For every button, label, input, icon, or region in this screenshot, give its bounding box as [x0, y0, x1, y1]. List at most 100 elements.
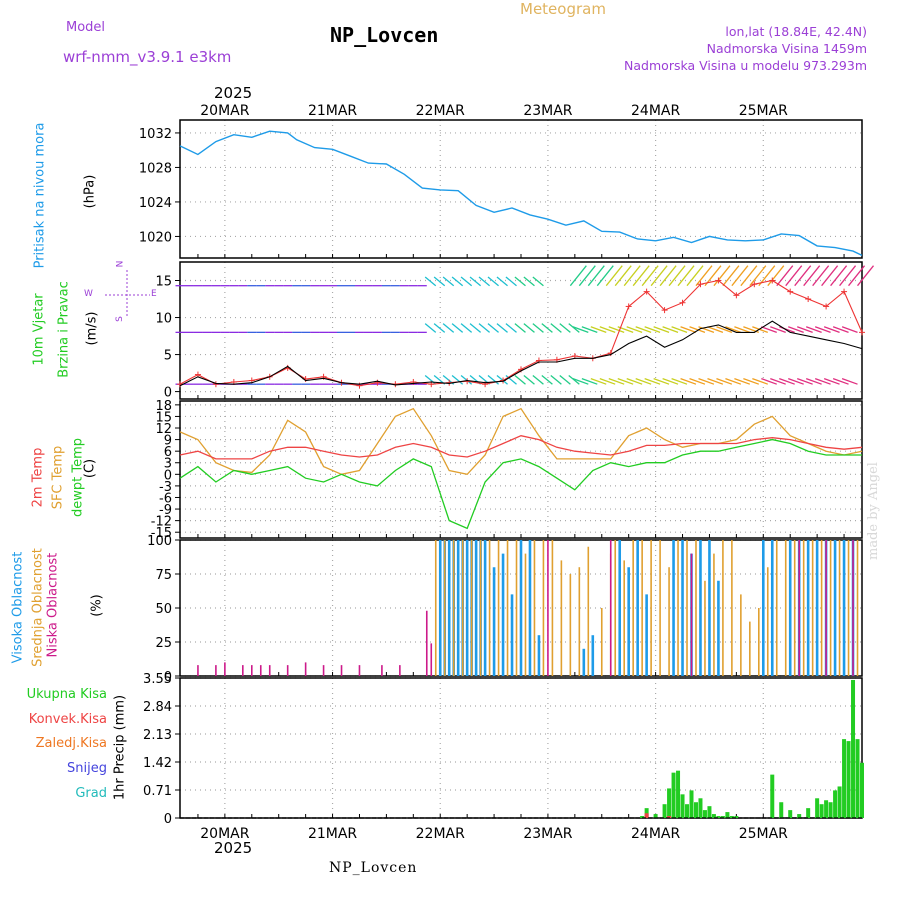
wind-arrow	[689, 326, 706, 333]
temp2m-line	[179, 435, 863, 460]
wind-arrow	[550, 374, 562, 385]
chart-title: NP_Lovcen	[330, 23, 439, 47]
date-label-top: 20MAR	[200, 103, 249, 119]
precip-bar	[671, 772, 676, 818]
y-tick-label: 12	[155, 422, 172, 437]
year-bottom: 2025	[214, 839, 253, 857]
wind-arrow	[478, 276, 491, 287]
y-tick-label: -12	[151, 515, 172, 530]
wind-arrow	[590, 326, 607, 333]
precip-bar	[851, 679, 856, 818]
wind-arrow	[814, 326, 831, 333]
wind-arrow	[641, 265, 659, 287]
precip-bar	[837, 786, 842, 818]
y-tick-label: 15	[155, 275, 172, 290]
wind-arrow	[722, 265, 740, 287]
wind-arrow	[725, 326, 742, 333]
wind-arrow	[568, 323, 580, 333]
precip-bar	[779, 802, 784, 818]
wind-arrow	[478, 323, 491, 333]
wind-arrow	[761, 326, 777, 333]
wind-arrow	[532, 276, 544, 287]
altitude-label: Nadmorska Visina 1459m	[706, 41, 867, 56]
wind-arrow	[496, 276, 508, 287]
precip-bar	[667, 788, 672, 818]
precip-bar	[846, 741, 851, 818]
precip-bar	[689, 790, 694, 818]
lonlat-label: lon,lat (18.84E, 42.4N)	[725, 24, 867, 39]
wind-arrow	[451, 323, 464, 333]
y-tick-label: 1028	[139, 161, 172, 176]
precip-bar	[707, 806, 712, 818]
y-tick-label: 25	[155, 636, 172, 651]
wind-arrow	[680, 326, 697, 333]
y-tick-label: 50	[155, 602, 172, 617]
wind-arrow	[617, 378, 634, 385]
y-tick-label: 1032	[139, 127, 172, 142]
wind-arrow	[608, 378, 625, 385]
wind-arrow	[788, 326, 804, 333]
y-tick-label: 0	[164, 670, 172, 685]
precip-bar	[815, 798, 820, 818]
wind-arrow	[794, 265, 812, 287]
wind-arrow	[689, 378, 706, 385]
model-label: Model	[66, 20, 106, 35]
precip-label-snow: Snijeg	[67, 761, 107, 776]
precip-bar	[734, 816, 739, 818]
wind-arrow	[841, 326, 858, 333]
wind-arrow	[541, 374, 553, 385]
wind-arrow	[568, 374, 580, 385]
model-name: wrf-nmm_v3.9.1 e3km	[63, 48, 232, 66]
precip-conv-bar	[644, 813, 649, 818]
precip-bar	[640, 816, 645, 818]
wind-arrow	[581, 326, 598, 333]
date-label-top: 22MAR	[416, 103, 465, 119]
wind-arrow	[644, 326, 661, 333]
wind-arrow	[572, 326, 589, 333]
precip-bar	[819, 804, 824, 818]
wind-arrow	[433, 323, 446, 333]
y-tick-label: 2.13	[143, 728, 172, 743]
wind-arrow	[523, 276, 535, 287]
precip-bar	[653, 814, 658, 818]
wind-arrow	[662, 326, 679, 333]
wind-arrow	[857, 265, 875, 287]
wind-arrow	[788, 378, 804, 385]
wind-arrow	[460, 323, 473, 333]
wind-arrow	[695, 265, 713, 287]
wind-arrow	[671, 326, 688, 333]
precip-bar	[842, 739, 847, 818]
wind-arrow	[805, 326, 822, 333]
wind-arrow	[514, 276, 526, 287]
panel-frame	[179, 119, 863, 259]
wind-arrow	[541, 323, 553, 333]
wind-arrow	[433, 276, 446, 287]
wind-arrow	[740, 265, 758, 287]
wind-arrow	[532, 374, 544, 385]
wind-arrow	[550, 323, 562, 333]
wind-arrow	[812, 265, 830, 287]
y-tick-label: 5	[164, 349, 172, 364]
precip-bar	[676, 770, 681, 818]
date-label-top: 21MAR	[308, 103, 357, 119]
wind-arrow	[716, 378, 733, 385]
wind-arrow	[668, 265, 686, 287]
wind-arrow	[451, 276, 464, 287]
precip-bar	[806, 808, 811, 818]
wind-arrow	[460, 276, 473, 287]
wind-arrow	[779, 378, 795, 385]
precip-label-conv: Konvek.Kisa	[28, 712, 107, 727]
wind-arrow	[797, 326, 813, 333]
wind-arrow	[442, 276, 455, 287]
precip-bar	[680, 794, 685, 818]
year-top: 2025	[214, 84, 253, 102]
compass-e: E	[151, 289, 157, 299]
wind-arrow	[814, 378, 831, 385]
precip-bar	[662, 804, 667, 818]
wind-arrow	[752, 378, 768, 385]
y-tick-label: 1024	[139, 196, 172, 211]
wind-arrow	[680, 378, 697, 385]
wind-arrow	[698, 378, 715, 385]
y-tick-label: 0	[164, 468, 172, 483]
